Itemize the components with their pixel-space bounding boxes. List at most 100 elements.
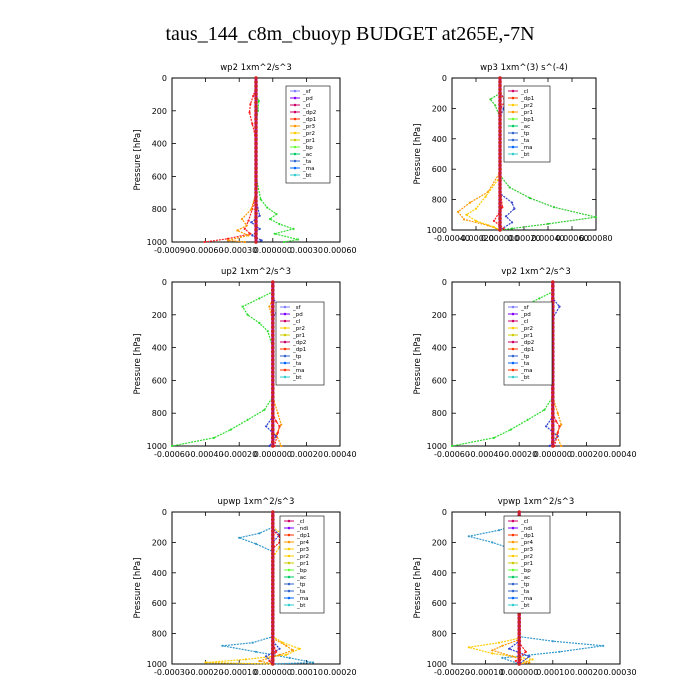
legend-label: _ma [520,596,532,602]
legend-marker [511,547,515,551]
series-point [514,659,517,663]
zero-marker [498,171,502,175]
chart-title: wp2 1xm^2/s^3 [220,63,292,73]
y-axis-label: Pressure [hPa] [133,130,143,191]
series-point [555,420,558,423]
legend-label: _ma [296,596,308,602]
chart-title: upwp 1xm^2/s^3 [218,497,295,507]
legend-label: _ndi [296,526,309,532]
series-point [508,647,511,650]
zero-marker [271,325,275,329]
zero-marker [271,510,275,514]
zero-marker [498,152,502,156]
zero-marker [254,215,258,220]
zero-marker [271,639,275,643]
zero-marker [271,605,275,609]
zero-marker [551,411,555,416]
legend-marker [511,589,515,593]
zero-marker [254,232,258,236]
series-point [285,653,288,657]
zero-marker [498,137,502,141]
series-point [489,98,492,101]
series-point [238,536,241,539]
legend: _sf_pd_cl_pr2_pr1_dp2_dp1_tp_ta_ma_bt [503,301,553,386]
zero-marker [517,624,521,628]
legend-label: _pr2 [520,326,533,332]
series-point [509,428,512,431]
series-point [524,650,528,653]
legend-label: _dp1 [520,347,534,353]
y-tick-label: 600 [152,376,167,385]
chart-panel: wp2 1xm^2/s^302004006008001000-0.00090-0… [133,63,357,255]
series-point [278,222,281,226]
zero-marker [271,419,275,424]
series-point [236,229,239,232]
legend-label: _sf [302,89,312,95]
series-point [245,224,248,227]
legend-box [285,85,331,184]
legend-marker [293,124,297,128]
series-point [243,240,246,244]
legend: _sf_pd_cl_pr2_pr1_dp2_dp1_tp_ta_ma_bt [275,301,325,386]
legend: _sf_pd_cl_dp2_dp1_pr3_pr2_pr1_bp_ac_ta_m… [285,85,331,184]
legend-label: _tp [292,354,302,360]
legend-marker [511,110,515,114]
zero-marker [271,548,275,552]
legend: _cl_dp1_pr2_pr1_bp1_ac_tp_ta_ma_bt [503,85,551,163]
series-point [203,240,206,244]
zero-marker [254,207,258,211]
plot-frame [171,511,341,665]
legend-label: _ta [292,361,301,367]
zero-marker [271,628,275,632]
legend-marker [287,533,291,537]
zero-marker [254,113,258,117]
y-tick-label: 400 [432,569,447,578]
series-point [268,444,271,448]
legend-marker [283,319,287,323]
zero-marker [254,84,258,88]
y-tick-label: 1000 [147,442,167,451]
zero-marker [271,609,275,613]
zero-marker [271,345,275,350]
zero-marker [271,544,275,548]
series-line [171,282,274,447]
zero-marker [271,571,275,575]
legend-marker [511,145,515,149]
legend-label: _pr1 [520,110,533,116]
zero-marker [271,374,275,379]
x-tick-label: 0.00020 [570,450,603,459]
y-tick-label: 0 [442,508,447,517]
legend-marker [283,347,287,351]
series-point [275,213,278,216]
series-point [492,225,496,229]
zero-marker [271,300,275,305]
legend-marker [511,305,515,309]
series-point [528,197,532,200]
y-tick-label: 1000 [427,442,447,451]
zero-marker [551,423,555,428]
zero-marker [271,654,275,659]
legend-marker [283,354,287,358]
zero-marker [254,109,258,113]
legend-box [503,301,553,386]
zero-marker [498,194,502,198]
zero-marker [517,643,521,647]
legend-marker [287,603,291,607]
legend-label: _ta [302,159,311,165]
series-point [250,221,253,224]
legend-label: _cl [520,89,529,95]
series-point [298,647,301,650]
x-tick-label: 0.000000 [254,246,292,255]
legend-label: _tp [520,582,530,588]
x-tick-label: 0.00040 [323,450,356,459]
series-point [252,94,255,98]
zero-marker [254,227,258,232]
zero-marker [271,536,275,541]
y-tick-label: 400 [432,344,447,353]
series-line [204,78,257,243]
zero-marker [271,578,275,583]
zero-marker [254,182,258,187]
y-tick-label: 800 [432,196,447,205]
zero-marker [271,337,275,342]
zero-marker [271,308,275,313]
